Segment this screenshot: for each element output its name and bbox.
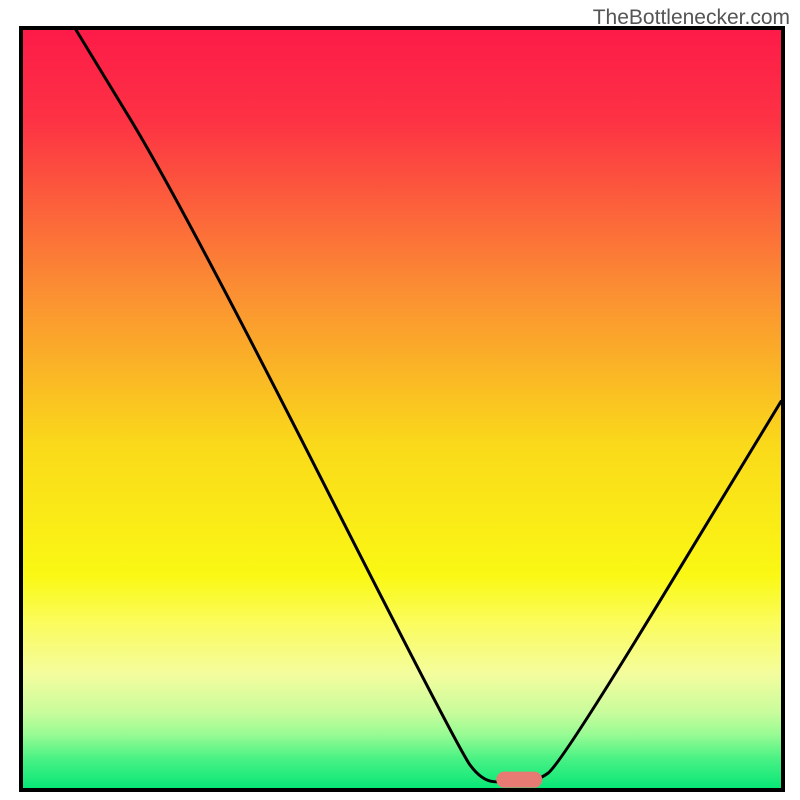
- plot-area: [23, 30, 781, 788]
- watermark-text: TheBottlenecker.com: [593, 6, 790, 30]
- y-axis: [19, 26, 23, 792]
- x-axis: [19, 788, 785, 792]
- chart-stage: TheBottlenecker.com: [0, 0, 800, 800]
- right-border: [781, 26, 785, 792]
- optimal-marker: [497, 771, 542, 788]
- bottleneck-curve: [76, 30, 781, 783]
- bottleneck-curve-svg: [23, 30, 781, 788]
